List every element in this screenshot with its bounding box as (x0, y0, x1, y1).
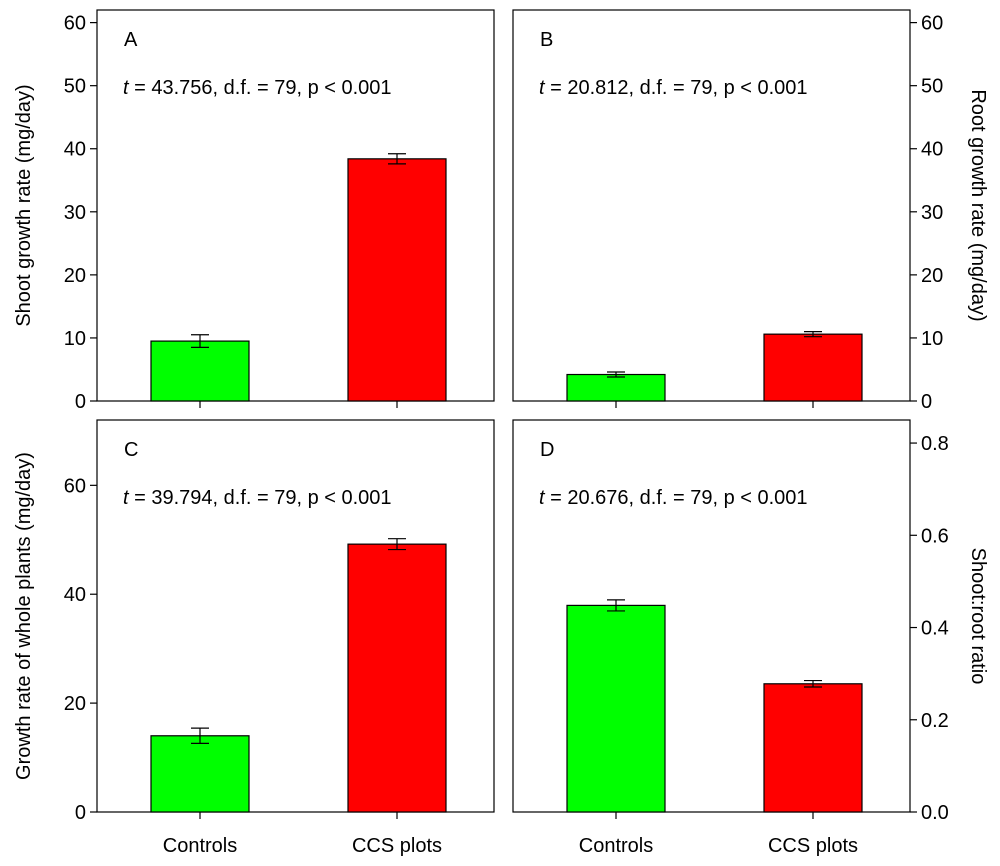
stat-text: = 20.812, d.f. = 79, p < 0.001 (545, 77, 808, 99)
x-category-label: Controls (163, 835, 237, 857)
bar-ccs-plots (763, 333, 863, 402)
t-symbol: t (123, 77, 130, 99)
panel-frame (512, 419, 911, 813)
bar-controls (566, 604, 666, 813)
stat-text: = 39.794, d.f. = 79, p < 0.001 (129, 487, 392, 509)
panel-letter: A (124, 29, 138, 51)
y-tick-label: 60 (921, 13, 943, 35)
panel-letter: D (540, 439, 554, 461)
y-tick-label: 40 (921, 139, 943, 161)
y-axis-title: Shoot growth rate (mg/day) (13, 84, 35, 326)
stat-text: = 43.756, d.f. = 79, p < 0.001 (129, 77, 392, 99)
panel-letter: C (124, 439, 138, 461)
y-tick-label: 0 (75, 802, 86, 824)
y-tick-label: 10 (64, 328, 86, 350)
y-tick-label: 20 (64, 693, 86, 715)
bar-controls (150, 735, 250, 813)
y-tick-label: 20 (921, 265, 943, 287)
x-category-label: CCS plots (768, 835, 858, 857)
y-tick-label: 0 (75, 391, 86, 413)
t-symbol: t (123, 487, 130, 509)
y-tick-label: 0 (921, 391, 932, 413)
y-axis-title: Growth rate of whole plants (mg/day) (13, 452, 35, 780)
y-tick-label: 60 (64, 13, 86, 35)
panel-a: 0 10 20 30 40 50 60 At = 43.756, d.f. = 79, p <… (13, 9, 495, 413)
t-symbol: t (539, 487, 546, 509)
y-tick-label: 20 (64, 265, 86, 287)
bar-ccs-plots (347, 543, 447, 813)
y-tick-label: 30 (64, 202, 86, 224)
y-tick-label: 40 (64, 139, 86, 161)
bar-controls (150, 340, 250, 402)
x-category-label: CCS plots (352, 835, 442, 857)
y-tick-label: 0.0 (921, 802, 949, 824)
y-tick-label: 0.6 (921, 525, 949, 547)
bar-controls (566, 373, 666, 402)
stat-annotation: t = 20.676, d.f. = 79, p < 0.001 (539, 487, 808, 509)
panel-d: 0.0 0.2 0.4 0.6 0.8 Dt = 20.676, d.f. = 79, p… (512, 419, 989, 824)
bar-ccs-plots (347, 158, 447, 402)
y-tick-label: 30 (921, 202, 943, 224)
panel-c: 0 20 40 60 Ct = 39.794, d.f. = 79, p < 0.001… (13, 419, 495, 824)
y-tick-label: 0.4 (921, 618, 949, 640)
y-axis-title: Shoot:root ratio (967, 548, 989, 685)
y-axis-title: Root growth rate (mg/day) (967, 89, 989, 321)
y-tick-label: 10 (921, 328, 943, 350)
stat-annotation: t = 43.756, d.f. = 79, p < 0.001 (123, 77, 392, 99)
x-category-label: Controls (579, 835, 653, 857)
stat-annotation: t = 20.812, d.f. = 79, p < 0.001 (539, 77, 808, 99)
t-symbol: t (539, 77, 546, 99)
panel-frame (96, 419, 495, 813)
y-tick-label: 50 (921, 76, 943, 98)
stat-text: = 20.676, d.f. = 79, p < 0.001 (545, 487, 808, 509)
y-tick-label: 40 (64, 584, 86, 606)
panel-letter: B (540, 29, 553, 51)
y-tick-label: 0.8 (921, 433, 949, 455)
stat-annotation: t = 39.794, d.f. = 79, p < 0.001 (123, 487, 392, 509)
panel-b: 0 10 20 30 40 50 60 Bt = 20.812, d.f. = 79, p <… (512, 9, 989, 413)
y-tick-label: 50 (64, 76, 86, 98)
bar-ccs-plots (763, 683, 863, 813)
panel-frame (512, 9, 911, 402)
y-tick-label: 60 (64, 475, 86, 497)
panel-frame (96, 9, 495, 402)
y-tick-label: 0.2 (921, 710, 949, 732)
